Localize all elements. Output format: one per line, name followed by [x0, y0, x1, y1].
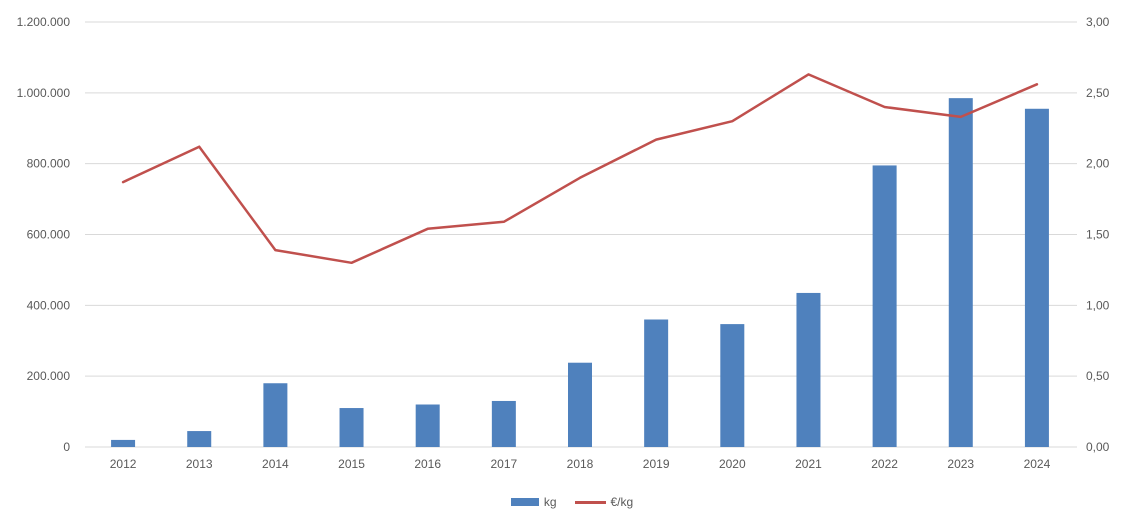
- right-axis-tick-label: 1,00: [1086, 298, 1110, 312]
- left-axis-tick-label: 200.000: [27, 369, 71, 383]
- bar-2023: [948, 98, 973, 447]
- bar-2012: [111, 439, 136, 447]
- right-axis-tick-label: 0,00: [1086, 440, 1110, 454]
- x-axis-tick-label: 2024: [1024, 457, 1051, 471]
- right-axis-tick-label: 3,00: [1086, 15, 1110, 29]
- x-axis-tick-label: 2017: [490, 457, 517, 471]
- bar-2022: [872, 165, 897, 447]
- left-axis-tick-label: 1.000.000: [17, 86, 71, 100]
- price-per-kg-line: [121, 73, 1039, 265]
- x-axis-tick-label: 2019: [643, 457, 670, 471]
- x-axis-tick-label: 2021: [795, 457, 822, 471]
- bar-2021: [796, 292, 821, 447]
- legend-bar-swatch-icon: [510, 498, 539, 506]
- x-axis-tick-label: 2012: [110, 457, 137, 471]
- bar-2018: [568, 362, 592, 447]
- right-axis-tick-label: 0,50: [1086, 369, 1110, 383]
- bar-2014: [263, 383, 288, 447]
- legend-label-kg: kg: [543, 495, 557, 509]
- right-axis-tick-label: 1,50: [1086, 228, 1110, 242]
- x-axis-tick-label: 2023: [947, 457, 974, 471]
- left-axis-tick-label: 0: [63, 440, 70, 454]
- left-axis-tick-label: 1.200.000: [17, 15, 71, 29]
- x-axis-tick-label: 2022: [871, 457, 898, 471]
- right-axis-tick-label: 2,50: [1086, 86, 1110, 100]
- bar-2020: [720, 324, 745, 447]
- x-axis-tick-label: 2018: [567, 457, 594, 471]
- bar-2015: [339, 408, 364, 447]
- chart-legend: kg €/kg: [0, 492, 1144, 512]
- legend-item-eur-per-kg: €/kg: [574, 495, 634, 509]
- right-axis-tick-label: 2,00: [1086, 157, 1110, 171]
- bar-2024: [1024, 108, 1049, 447]
- legend-label-eur-per-kg: €/kg: [610, 495, 634, 509]
- left-axis-tick-label: 600.000: [27, 228, 71, 242]
- x-axis-tick-label: 2020: [719, 457, 746, 471]
- left-axis-tick-label: 400.000: [27, 298, 71, 312]
- x-axis-tick-label: 2015: [338, 457, 365, 471]
- bar-2013: [187, 431, 212, 447]
- x-axis-tick-label: 2013: [186, 457, 213, 471]
- left-axis-tick-label: 800.000: [27, 157, 71, 171]
- legend-line-swatch-icon: [574, 500, 606, 504]
- bar-2017: [491, 400, 516, 447]
- bar-2019: [644, 319, 669, 447]
- legend-item-kg: kg: [510, 495, 557, 509]
- x-axis-tick-label: 2016: [414, 457, 441, 471]
- x-axis-tick-label: 2014: [262, 457, 289, 471]
- bar-2016: [415, 404, 440, 447]
